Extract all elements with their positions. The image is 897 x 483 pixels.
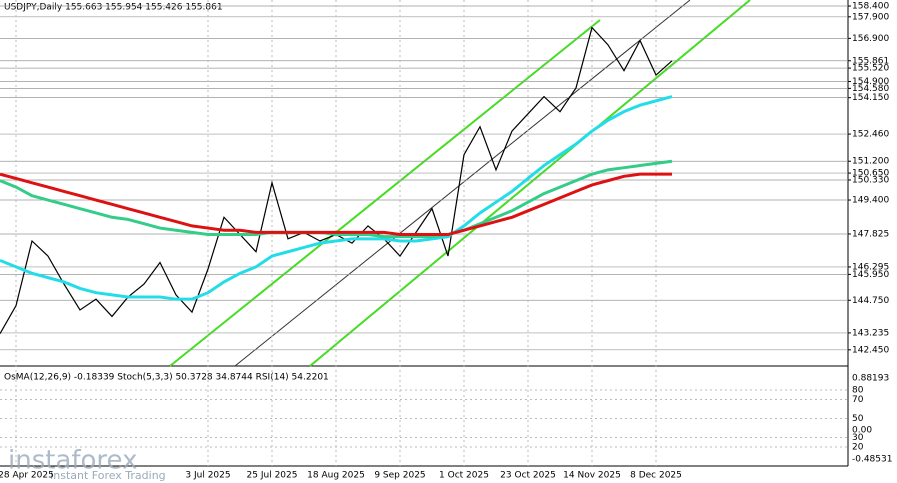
y-tick-label: 154.900 [852,77,889,87]
y-tick-label: 156.900 [852,34,889,44]
y-tick-label: 158.400 [852,2,889,12]
y-tick-label: 145.950 [852,270,889,280]
y-tick-label: 20 [852,443,864,453]
indicator-header: OsMA(12,26,9) -0.18339 Stoch(5,3,3) 50.3… [4,373,329,383]
y-tick-label: 50 [852,414,864,424]
y-tick-label: 0.88193 [852,374,889,384]
y-tick-label: 146.295 [852,262,889,272]
y-tick-label: 144.750 [852,296,889,306]
x-tick-label: 8 Dec 2025 [630,471,682,481]
x-tick-label: 25 Jul 2025 [247,471,298,481]
chart-title: USDJPY,Daily 155.663 155.954 155.426 155… [4,3,223,13]
y-tick-label: 80 [852,386,864,396]
x-tick-label: 9 Sep 2025 [374,471,425,481]
watermark-brand: instaforex [8,446,137,476]
y-tick-label: 154.580 [852,84,889,94]
y-tick-label: 70 [852,395,864,405]
x-tick-label: 1 Oct 2025 [439,471,489,481]
y-tick-label: 155.861 [852,56,889,66]
x-tick-label: 3 Jul 2025 [185,471,230,481]
y-tick-label: 150.650 [852,169,889,179]
y-tick-label: 157.900 [852,12,889,22]
series-line [0,172,672,237]
y-tick-label: 30 [852,433,864,443]
y-tick-label: 143.235 [852,328,889,338]
x-tick-label: 23 Oct 2025 [500,471,556,481]
y-tick-label: 155.520 [852,64,889,74]
series-line [0,159,673,239]
y-tick-label: 0.00 [852,426,872,436]
y-tick-label: 149.400 [852,196,889,206]
y-tick-label: -0.48531 [852,455,892,465]
x-tick-label: 28 Apr 2025 [0,471,54,481]
x-tick-label: 14 Nov 2025 [563,471,621,481]
y-tick-label: 152.460 [852,130,889,140]
y-tick-label: 151.200 [852,157,889,167]
y-tick-label: 147.825 [852,229,889,239]
watermark-slogan: Instant Forex Trading [50,469,166,482]
x-tick-label: 18 Aug 2025 [307,471,365,481]
y-tick-label: 150.330 [852,175,889,185]
y-tick-label: 142.450 [852,345,889,355]
series-line [0,95,673,301]
y-tick-label: 154.150 [852,93,889,103]
